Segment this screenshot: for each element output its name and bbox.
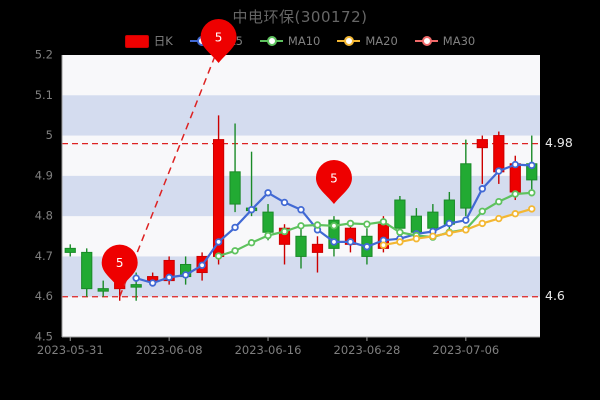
y-axis-tick-label: 4.7 [35, 249, 53, 263]
candlestick[interactable] [311, 236, 324, 273]
series-ma5 [132, 160, 536, 287]
y-axis-tick-label: 5.1 [35, 88, 53, 102]
candlestick[interactable] [295, 228, 307, 269]
x-axis-labels: 2023-05-31 2023-06-08 2023-06-16 2023-06-28… [37, 337, 499, 357]
annotation-marker-pin[interactable]: 5 [200, 19, 237, 64]
y-axis-tick-label: 4.8 [35, 209, 53, 223]
y-axis-tick-label: 4.9 [35, 168, 53, 182]
page-title: 中电环保(300172) [232, 8, 368, 26]
y-axis-tick-label: 4.6 [35, 289, 53, 303]
annotation-marker-label: 5 [330, 172, 338, 186]
x-axis-tick-label: 2023-06-28 [334, 343, 401, 357]
annotation-marker-pin[interactable]: 5 [315, 160, 352, 205]
axis-lines [61, 55, 540, 338]
annotation-markers[interactable]: 5 5 5 [101, 19, 352, 289]
annotation-marker-pin[interactable]: 5 [101, 244, 138, 289]
trend-line [118, 46, 220, 297]
x-axis-tick-label: 2023-06-08 [136, 343, 203, 357]
edge-price-label-upper: 4.98 [545, 135, 573, 150]
y-axis-tick-label: 5.2 [35, 48, 53, 62]
annotation-marker-label: 5 [116, 256, 124, 270]
candlestick[interactable] [97, 280, 109, 297]
y-axis-tick-label: 5 [46, 128, 53, 142]
candlestick[interactable] [229, 123, 241, 213]
edge-price-labels: 4.98 4.6 [545, 135, 573, 303]
annotation-marker-label: 5 [215, 31, 223, 45]
candlestick[interactable] [81, 248, 93, 297]
y-axis-tick-label: 4.5 [35, 330, 53, 344]
moving-average-series [132, 160, 536, 287]
x-axis-tick-label: 2023-06-16 [235, 343, 302, 357]
edge-price-label-lower: 4.6 [545, 288, 565, 303]
candlestick[interactable] [460, 139, 472, 217]
x-axis-tick-label: 2023-07-06 [432, 343, 499, 357]
series-ma20 [379, 205, 536, 249]
x-axis-tick-label: 2023-05-31 [37, 343, 104, 357]
candlestick[interactable] [476, 135, 488, 184]
y-axis-labels: 5.2 5.1 5 4.9 4.8 4.7 4.6 4.5 [35, 48, 53, 344]
series-ma10 [214, 189, 536, 260]
candlestick[interactable] [64, 244, 76, 257]
